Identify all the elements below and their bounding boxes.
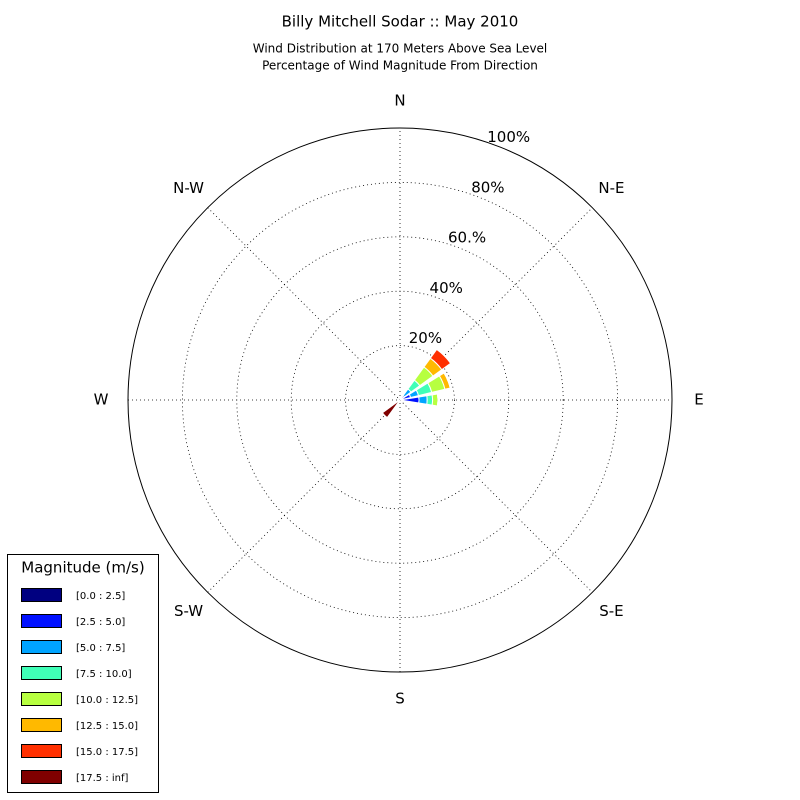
chart-subtitle: Wind Distribution at 170 Meters Above Se… bbox=[253, 42, 548, 56]
legend-label: [0.0 : 2.5] bbox=[76, 591, 125, 602]
legend-title: Magnitude (m/s) bbox=[21, 559, 144, 577]
wedge bbox=[436, 348, 452, 364]
angle-tick-label: N-E bbox=[598, 179, 624, 197]
legend-label: [12.5 : 15.0] bbox=[76, 721, 138, 732]
legend-swatch bbox=[21, 588, 62, 602]
angle-tick-label: S bbox=[395, 690, 405, 708]
legend: Magnitude (m/s) [0.0 : 2.5] [2.5 : 5.0] [5.… bbox=[7, 554, 159, 793]
grid-ring bbox=[236, 236, 564, 564]
angle-tick-label: N bbox=[394, 92, 405, 110]
legend-label: [10.0 : 12.5] bbox=[76, 695, 138, 706]
grid-ring bbox=[181, 181, 619, 619]
legend-swatch bbox=[21, 770, 62, 784]
legend-label: [15.0 : 17.5] bbox=[76, 747, 138, 758]
wedge bbox=[418, 395, 428, 405]
legend-label: [5.0 : 7.5] bbox=[76, 643, 125, 654]
wedge bbox=[426, 394, 434, 406]
legend-swatch bbox=[21, 666, 62, 680]
legend-swatch bbox=[21, 640, 62, 654]
wedge bbox=[381, 399, 401, 419]
legend-swatch bbox=[21, 718, 62, 732]
radial-tick-label: 80% bbox=[471, 178, 504, 196]
angle-tick-label: W bbox=[94, 391, 109, 409]
angle-tick-label: E bbox=[694, 391, 703, 409]
legend-swatch bbox=[21, 614, 62, 628]
legend-label: [2.5 : 5.0] bbox=[76, 617, 125, 628]
radial-tick-label: 60.% bbox=[448, 229, 486, 247]
chart-title: Billy Mitchell Sodar :: May 2010 bbox=[282, 13, 519, 31]
radial-tick-label: 40% bbox=[430, 279, 463, 297]
grid-ring bbox=[345, 345, 455, 455]
radial-tick-label: 100% bbox=[487, 128, 530, 146]
outer-ring bbox=[127, 127, 673, 673]
angle-tick-label: S-W bbox=[174, 602, 203, 620]
angle-tick-label: S-E bbox=[599, 602, 623, 620]
legend-swatch bbox=[21, 744, 62, 758]
radial-tick-label: 20% bbox=[409, 329, 442, 347]
legend-swatch bbox=[21, 692, 62, 706]
angle-tick-label: N-W bbox=[173, 179, 204, 197]
legend-label: [17.5 : inf] bbox=[76, 773, 129, 784]
grid-ring bbox=[290, 290, 510, 510]
legend-label: [7.5 : 10.0] bbox=[76, 669, 132, 680]
wedge bbox=[431, 393, 439, 407]
chart-subtitle: Percentage of Wind Magnitude From Direct… bbox=[262, 59, 538, 73]
